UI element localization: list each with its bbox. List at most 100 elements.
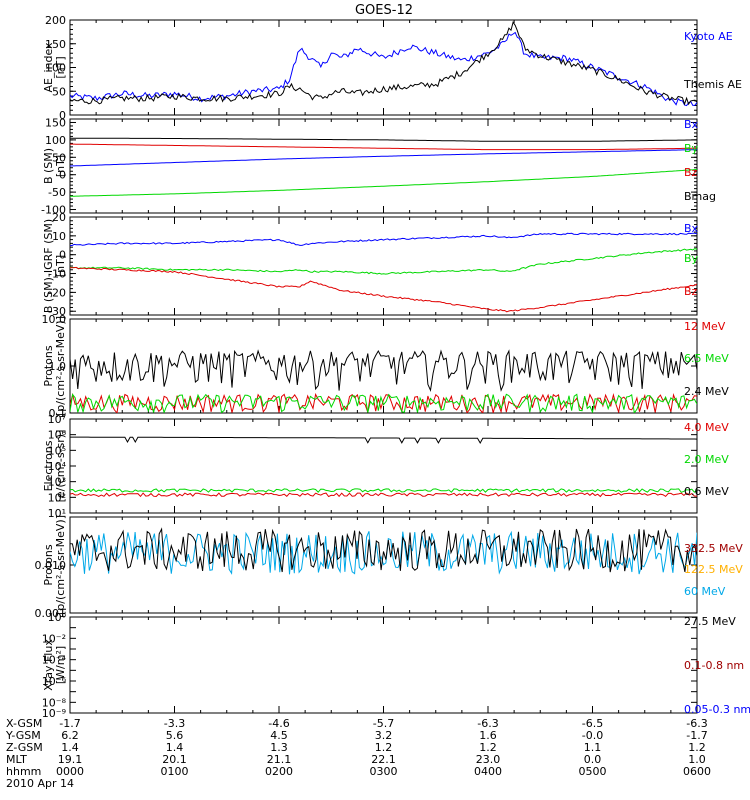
series-line-kyoto-ae bbox=[70, 31, 697, 107]
x-row-value: 1.4 bbox=[61, 741, 79, 754]
legend-0-6-mev: 0.6 MeV bbox=[684, 485, 729, 498]
y-tick-label: 10⁻⁹ bbox=[42, 707, 66, 720]
y-tick-label: 100 bbox=[45, 62, 66, 75]
x-row-value: 1.0 bbox=[688, 753, 706, 766]
legend-122-5-mev: 122.5 MeV bbox=[684, 563, 743, 576]
y-tick-label: 10⁻⁸ bbox=[42, 696, 67, 709]
legend-by: By bbox=[684, 252, 699, 265]
x-row-label: hhmm bbox=[6, 765, 41, 778]
panel-ae: 0 50 100 150 200 AE_index[nT] Kyoto AE Themis A… bbox=[42, 14, 742, 122]
plot-title: GOES-12 bbox=[355, 3, 413, 18]
x-row-label: Z-GSM bbox=[6, 741, 43, 754]
y-tick-label: 10⁻⁶ bbox=[42, 675, 67, 688]
x-row-value: 1.2 bbox=[688, 741, 706, 754]
x-row-value: 1.6 bbox=[479, 729, 497, 742]
y-tick-label: 10⁶ bbox=[48, 429, 67, 442]
legend-6-5-mev: 6.5 MeV bbox=[684, 352, 729, 365]
series-line-bx bbox=[70, 232, 697, 246]
legend-kyoto-ae: Kyoto AE bbox=[684, 30, 733, 43]
series-line-0-6-mev bbox=[70, 436, 697, 445]
x-axis-table: X-GSM -1.7 -3.3 -4.6 -5.7 -6.3 -6.5 -6.3 Y-GSM 6.… bbox=[5, 717, 711, 790]
x-row-value: 19.1 bbox=[58, 753, 83, 766]
legend-themis-ae: Themis AE bbox=[683, 78, 742, 91]
x-row-value: 23.0 bbox=[476, 753, 501, 766]
legend-by: By bbox=[684, 142, 699, 155]
y-tick-label: 10 bbox=[52, 230, 66, 243]
series-line-6-5-mev bbox=[70, 393, 697, 413]
panel-bsm: -100 -50 0 50 100 150 B (SM)[nT] Bx By Bz Bmag bbox=[41, 116, 716, 216]
x-row-value: 3.2 bbox=[375, 729, 393, 742]
y-tick-label: -30 bbox=[48, 305, 66, 318]
x-row-value: 5.6 bbox=[166, 729, 184, 742]
plot-area bbox=[70, 349, 697, 413]
x-row-value: -0.0 bbox=[582, 729, 603, 742]
y-tick-label: -10 bbox=[48, 268, 66, 281]
series-line-12-mev bbox=[70, 392, 697, 413]
y-tick-label: 1.0 bbox=[49, 360, 67, 373]
y-tick-label: 50 bbox=[52, 151, 66, 164]
x-row-value: 1.2 bbox=[479, 741, 497, 754]
date-label: 2010 Apr 14 bbox=[6, 777, 74, 790]
x-row-value: 6.2 bbox=[61, 729, 79, 742]
y-axis-label: Xray Flux[W/m²] bbox=[42, 639, 67, 691]
x-row-value: 0300 bbox=[370, 765, 398, 778]
y-tick-label: 10¹ bbox=[48, 507, 66, 520]
plot-area bbox=[70, 232, 697, 313]
legend-bz: Bz bbox=[684, 285, 698, 298]
x-row-value: -4.6 bbox=[268, 717, 289, 730]
x-row-value: 0500 bbox=[579, 765, 607, 778]
x-row-value: -6.3 bbox=[477, 717, 498, 730]
y-tick-label: 50 bbox=[52, 85, 66, 98]
y-axis-label: Protons[p/(cm²-s-sr-MeV)] bbox=[42, 515, 67, 615]
y-tick-label: 10⁵ bbox=[48, 444, 66, 457]
plot-area bbox=[70, 436, 697, 498]
y-tick-label: 10³ bbox=[48, 476, 66, 489]
x-row-value: 0400 bbox=[474, 765, 502, 778]
y-tick-label: 10⁻⁴ bbox=[42, 654, 67, 667]
x-row-value: 21.1 bbox=[267, 753, 292, 766]
plot-area bbox=[70, 21, 697, 107]
x-row-value: 1.4 bbox=[166, 741, 184, 754]
legend-12-mev: 12 MeV bbox=[684, 320, 726, 333]
y-tick-label: 0 bbox=[59, 109, 66, 122]
y-tick-label: 0.1 bbox=[49, 407, 67, 420]
plot-area bbox=[70, 137, 697, 197]
y-tick-label: 10⁴ bbox=[48, 460, 67, 473]
legend-bx: Bx bbox=[684, 118, 699, 131]
y-tick-label: 150 bbox=[45, 116, 66, 129]
panel-bigrf: -30 -20 -10 0 10 20B (SM)-IGRF (SM)[nT] Bx By Bz bbox=[42, 211, 699, 318]
y-axis-label: B (SM)-IGRF (SM)[nT] bbox=[42, 219, 67, 313]
x-row-value: 1.2 bbox=[375, 741, 393, 754]
x-row-value: 0.0 bbox=[584, 753, 602, 766]
legend-60-mev: 60 MeV bbox=[684, 585, 726, 598]
x-row-value: 20.1 bbox=[162, 753, 187, 766]
legend-4-0-mev: 4.0 MeV bbox=[684, 421, 729, 434]
y-axis-label: AE_index[nT] bbox=[42, 42, 67, 93]
series-line-2-4-mev bbox=[70, 349, 697, 392]
y-tick-label: 20 bbox=[52, 211, 66, 224]
panel-electrons: 10¹ 10² 10³ 10⁴ 10⁵ 10⁶ 10⁷ Electrons[e/(cm²-s-… bbox=[42, 413, 729, 520]
x-row-label: Y-GSM bbox=[5, 729, 41, 742]
series-line-bmag bbox=[70, 137, 697, 142]
y-axis-label: Electrons[e/(cm²-s-sr)] bbox=[42, 430, 67, 503]
x-row-value: -6.3 bbox=[686, 717, 707, 730]
y-tick-label: -20 bbox=[48, 286, 66, 299]
x-row-value: 1.1 bbox=[584, 741, 602, 754]
series-line-2-0-mev bbox=[70, 488, 697, 493]
legend-bx: Bx bbox=[684, 222, 699, 235]
x-row-value: 4.5 bbox=[270, 729, 288, 742]
x-row-label: MLT bbox=[6, 753, 27, 766]
y-tick-label: -100 bbox=[41, 204, 66, 217]
series-line-bx bbox=[70, 149, 697, 167]
legend-0-05-0-3-nm: 0.05-0.3 nm bbox=[684, 703, 750, 716]
y-tick-label: 0 bbox=[59, 249, 66, 262]
y-tick-label: 150 bbox=[45, 38, 66, 51]
series-line-bz bbox=[70, 143, 697, 151]
panel-xray: 10⁻⁹10⁻⁸ 10⁻⁶ 10⁻⁴ 10⁻² 10⁰ Xray Flux[W/m²] 0.… bbox=[42, 611, 750, 720]
legend-bmag: Bmag bbox=[684, 190, 716, 203]
legend-2-4-mev: 2.4 MeV bbox=[684, 385, 729, 398]
series-line-by bbox=[70, 169, 697, 197]
